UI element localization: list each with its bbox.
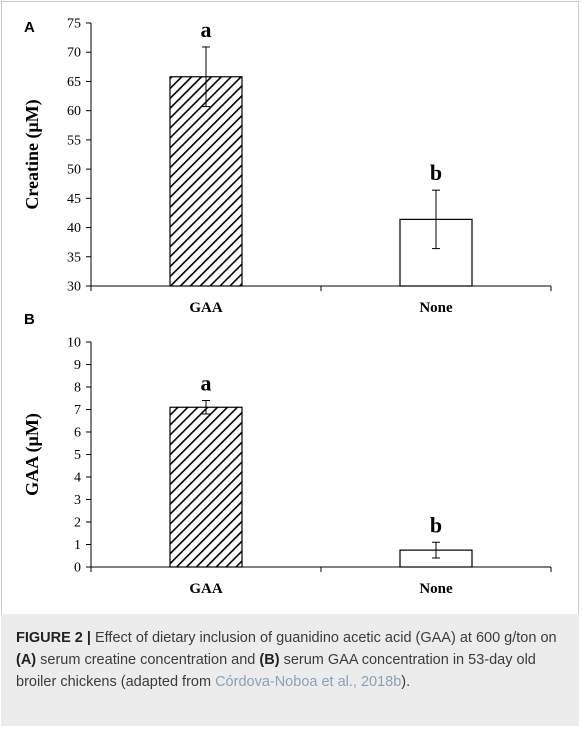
y-tick-label: 5: [74, 448, 81, 463]
x-tick-label-none: None: [419, 581, 453, 597]
significance-letter-gaa: a: [201, 371, 212, 396]
y-axis-label: GAA (μM): [22, 413, 43, 496]
caption-text-2: serum creatine concentration and: [36, 652, 260, 668]
y-tick-label: 60: [67, 104, 81, 119]
y-tick-label: 4: [74, 471, 81, 486]
y-tick-label: 8: [74, 381, 81, 396]
y-tick-label: 30: [67, 280, 81, 295]
caption-panel-b: (B): [259, 652, 280, 668]
y-tick-label: 0: [74, 561, 81, 576]
y-tick-label: 3: [74, 493, 81, 508]
y-tick-label: 7: [74, 403, 81, 418]
y-tick-label: 1: [74, 538, 81, 553]
caption-citation-link[interactable]: Córdova-Noboa et al., 2018b: [215, 674, 402, 690]
panel-a-chart: A Creatine (μM) 30 35 40 45 50 55 60 65 70 75 a GAA b N…: [22, 17, 552, 316]
y-tick-label: 2: [74, 516, 81, 531]
y-tick-label: 45: [67, 192, 81, 207]
x-tick-label-none: None: [419, 300, 453, 316]
caption-text-4: ).: [401, 674, 411, 690]
x-tick-label-gaa: GAA: [189, 581, 223, 597]
y-tick-label: 70: [67, 46, 81, 61]
y-tick-label: 50: [67, 163, 81, 178]
y-tick-label: 55: [67, 133, 81, 148]
caption-panel-a: (A): [16, 652, 37, 668]
caption-text-1: Effect of dietary inclusion of guanidino…: [90, 630, 557, 646]
significance-letter-none: b: [430, 512, 442, 537]
bar-gaa: [169, 406, 243, 568]
y-tick-label: 35: [67, 250, 81, 265]
panel-letter-a: A: [24, 19, 35, 36]
y-tick-label: 6: [74, 426, 81, 441]
y-tick-label: 65: [67, 75, 81, 90]
panel-b-chart: B GAA (μM) 0 1 2 3 4 5 6 7 8 9 10 a GAA b None: [22, 311, 552, 597]
y-tick-label: 9: [74, 358, 81, 373]
bar-gaa: [169, 76, 243, 287]
y-tick-label: 10: [67, 336, 81, 351]
panel-letter-b: B: [24, 311, 35, 328]
significance-letter-none: b: [430, 160, 442, 185]
y-axis-label: Creatine (μM): [22, 99, 43, 209]
caption-box: [1, 614, 579, 726]
significance-letter-gaa: a: [201, 17, 212, 42]
y-tick-label: 75: [67, 17, 81, 32]
caption-label: FIGURE 2 |: [16, 630, 91, 646]
y-tick-label: 40: [67, 221, 81, 236]
x-tick-label-gaa: GAA: [189, 300, 223, 316]
caption-text-3: serum GAA concentration in 53-day old br…: [16, 652, 536, 690]
figure-caption: FIGURE 2 | Effect of dietary inclusion o…: [16, 627, 561, 693]
